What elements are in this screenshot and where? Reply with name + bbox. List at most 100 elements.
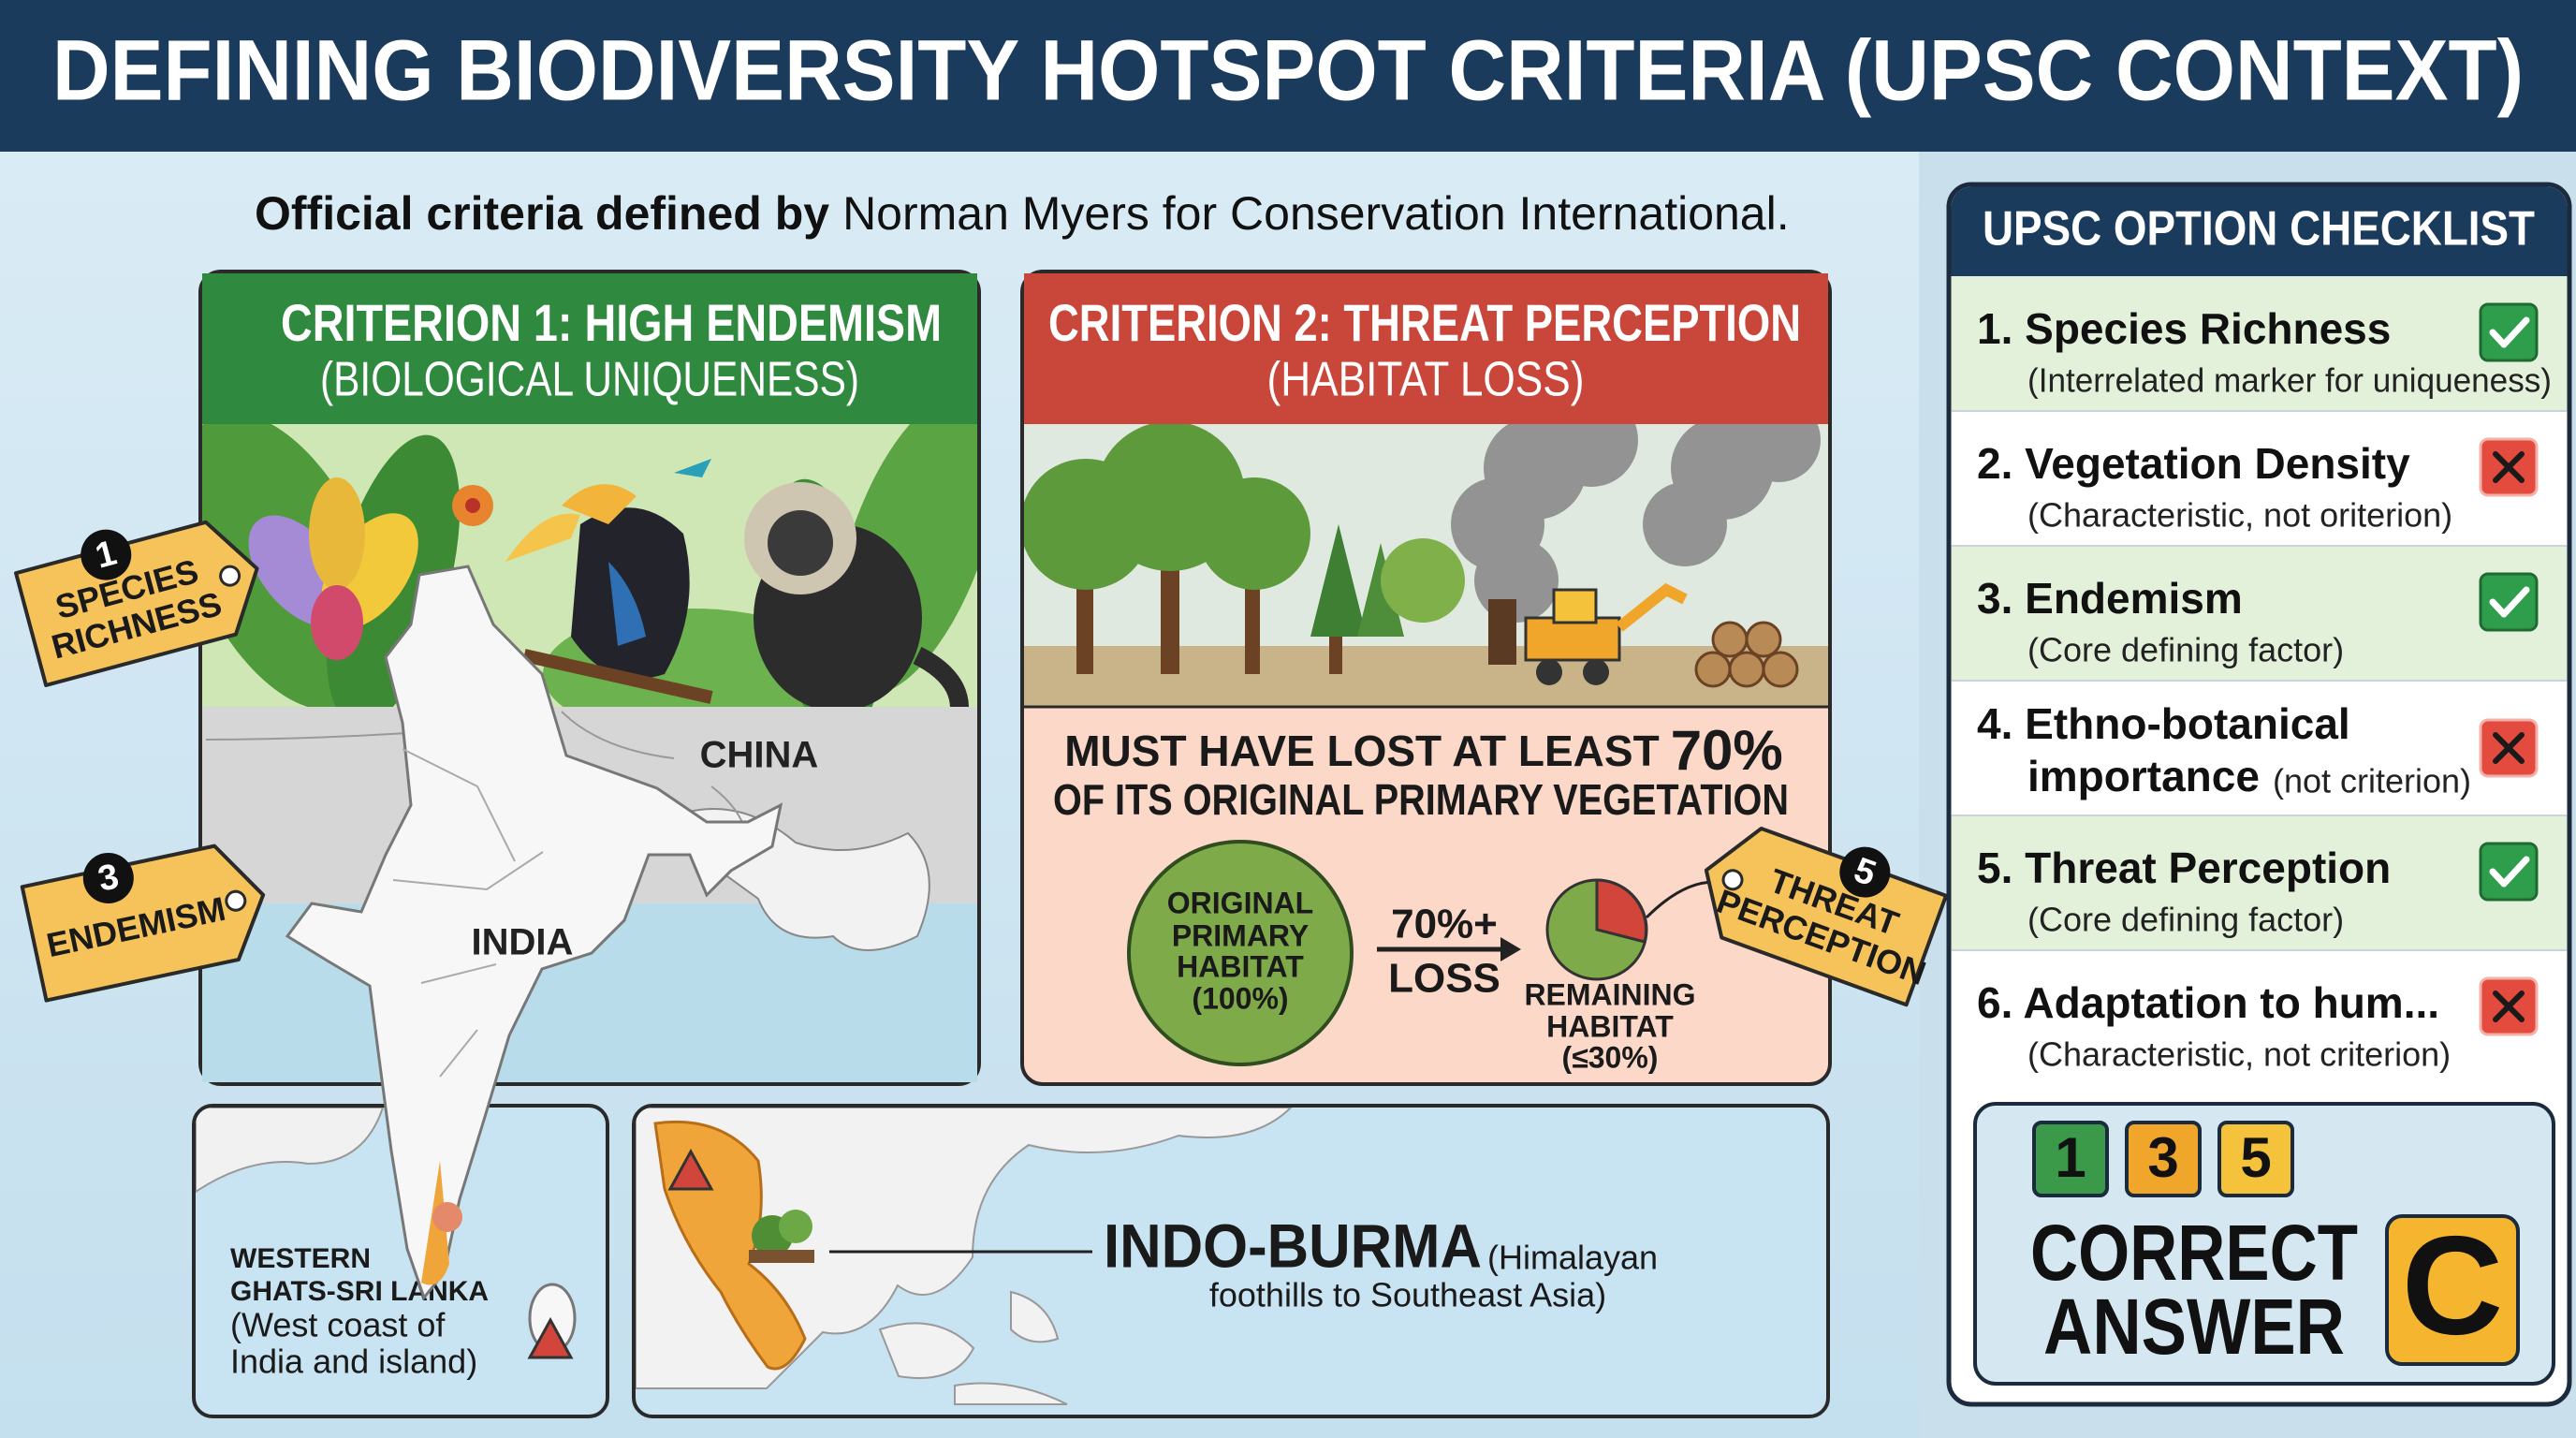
option-note: (Core defining factor) — [2027, 901, 2344, 939]
intro-text: Norman Myers for Conservation Internatio… — [842, 187, 1790, 240]
criterion-title: CRITERION 2: THREAT PERCEPTION — [1048, 293, 1801, 352]
option-number: 3 — [2147, 1126, 2178, 1189]
criterion-title: CRITERION 1: HIGH ENDEMISM — [281, 293, 942, 352]
map-label: INDIA — [472, 922, 574, 963]
checklist-row — [1951, 546, 2568, 681]
deforestation-illustration — [1024, 424, 1828, 707]
map-label: CHINA — [700, 735, 819, 776]
answer-letter-box — [2385, 1214, 2520, 1366]
tag-shape — [14, 520, 259, 687]
checklist-row — [1951, 681, 2568, 815]
region-name: INDO-BURMA — [1104, 1211, 1482, 1280]
option-note: (Characteristic, not criterion) — [2027, 1035, 2451, 1074]
answer-letter: C — [2402, 1207, 2503, 1364]
remaining-label: HABITAT — [1546, 1009, 1674, 1043]
answer-label: CORRECT — [2030, 1209, 2358, 1297]
checklist: UPSC OPTION CHECKLIST 1. Species Richnes… — [1946, 182, 2572, 1407]
jungle-illustration — [202, 424, 977, 707]
threat-icon — [527, 1316, 574, 1359]
option-note: (Interrelated marker for uniqueness) — [2027, 361, 2552, 400]
region-description: (West coast of — [230, 1306, 446, 1344]
habitat-label: HABITAT — [1177, 949, 1304, 983]
title: DEFINING BIODIVERSITY HOTSPOT CRITERIA (… — [52, 22, 2524, 118]
option-label: 5. Threat Perception — [1977, 844, 2391, 892]
option-label: 3. Endemism — [1977, 574, 2243, 623]
tag-shape — [20, 844, 266, 1003]
checklist-row — [1951, 815, 2568, 950]
india-map: INDIA — [285, 565, 783, 1359]
region-description: foothills to Southeast Asia) — [1209, 1276, 1606, 1314]
option-label: 2. Vegetation Density — [1977, 439, 2410, 488]
india-outline — [285, 565, 783, 1301]
option-box — [2217, 1121, 2294, 1197]
option-number: 1 — [2055, 1126, 2086, 1189]
flower-icon — [432, 1202, 462, 1232]
option-box — [2125, 1121, 2202, 1197]
indo-burma-box: INDO-BURMA (Himalayan foothills to South… — [632, 1104, 1830, 1418]
western-ghats-box: WESTERN GHATS-SRI LANKA (West coast of I… — [192, 1104, 609, 1418]
checklist-row — [1951, 950, 2568, 1085]
tag-shape — [1704, 826, 1948, 1007]
check-mark — [2489, 586, 2530, 618]
habitat-label: ORIGINAL — [1167, 886, 1313, 919]
tag-hole — [225, 889, 247, 912]
remaining-label: REMAINING — [1524, 977, 1695, 1011]
region-name: WESTERN — [230, 1243, 371, 1274]
option-label: 6. Adaptation to hum... — [1977, 978, 2439, 1027]
check-icon — [2479, 302, 2539, 362]
criterion-1: CHINA CRITERION 1: HIGH ENDEMISM (BIOLOG… — [198, 270, 981, 1086]
cross-mark — [2493, 990, 2525, 1022]
habitat-label: (100%) — [1192, 981, 1288, 1015]
loss-label: 70%+ — [1391, 902, 1498, 947]
option-number: 5 — [2240, 1126, 2271, 1189]
loss-label: LOSS — [1388, 956, 1500, 1002]
loss-wedge — [1595, 878, 1648, 944]
answer-label: ANSWER — [2043, 1283, 2345, 1371]
requirement-highlight: 70% — [1671, 719, 1783, 782]
option-label: 1. Species Richness — [1977, 304, 2391, 353]
criterion-2: CRITERION 2: THREAT PERCEPTION (HABITAT … — [1020, 270, 1832, 1086]
region-description: India and island) — [230, 1343, 477, 1381]
check-mark — [2489, 856, 2530, 888]
region-description: (Himalayan — [1487, 1239, 1658, 1277]
original-habitat-circle — [1127, 840, 1354, 1066]
cross-mark — [2493, 732, 2525, 764]
criterion-header — [1024, 273, 1828, 424]
region-map — [636, 1108, 1294, 1405]
region-name: GHATS-SRI LANKA — [230, 1276, 489, 1307]
requirement-prefix: MUST HAVE LOST AT LEAST — [1064, 726, 1659, 775]
tag-hole — [1721, 869, 1744, 891]
option-label: importance — [2027, 752, 2260, 800]
checklist-title: UPSC OPTION CHECKLIST — [1983, 202, 2535, 257]
intro: Official criteria defined by Norman Myers… — [255, 187, 1790, 240]
option-label: 4. Ethno-botanical — [1977, 699, 2350, 748]
intro-bold: Official criteria defined by — [255, 187, 829, 240]
criterion-header — [202, 273, 977, 424]
tag-number-bg — [80, 529, 132, 580]
check-icon — [2479, 842, 2539, 902]
checklist-header — [1951, 186, 2568, 276]
tag-hole — [219, 565, 242, 587]
checklist-rows: 1. Species Richness (Interrelated marker … — [1951, 276, 2568, 1085]
state-borders — [392, 748, 544, 1078]
remaining-label: (≤30%) — [1562, 1040, 1659, 1074]
criterion-subtitle: (HABITAT LOSS) — [1267, 353, 1585, 407]
tag-number-bg — [82, 852, 134, 903]
habitat-label: PRIMARY — [1172, 918, 1309, 952]
checklist-row — [1951, 411, 2568, 546]
cross-mark — [2493, 451, 2525, 483]
region-map — [196, 1108, 385, 1194]
option-note: (Characteristic, not oriterion) — [2027, 496, 2452, 535]
arrow-head — [1500, 937, 1521, 961]
check-icon — [2479, 572, 2539, 632]
check-mark — [2489, 316, 2530, 348]
criterion-subtitle: (BIOLOGICAL UNIQUENESS) — [320, 353, 859, 407]
option-note: (not criterion) — [2273, 762, 2471, 800]
requirement: MUST HAVE LOST AT LEAST 70% — [1064, 719, 1783, 782]
checklist-row — [1951, 276, 2568, 411]
